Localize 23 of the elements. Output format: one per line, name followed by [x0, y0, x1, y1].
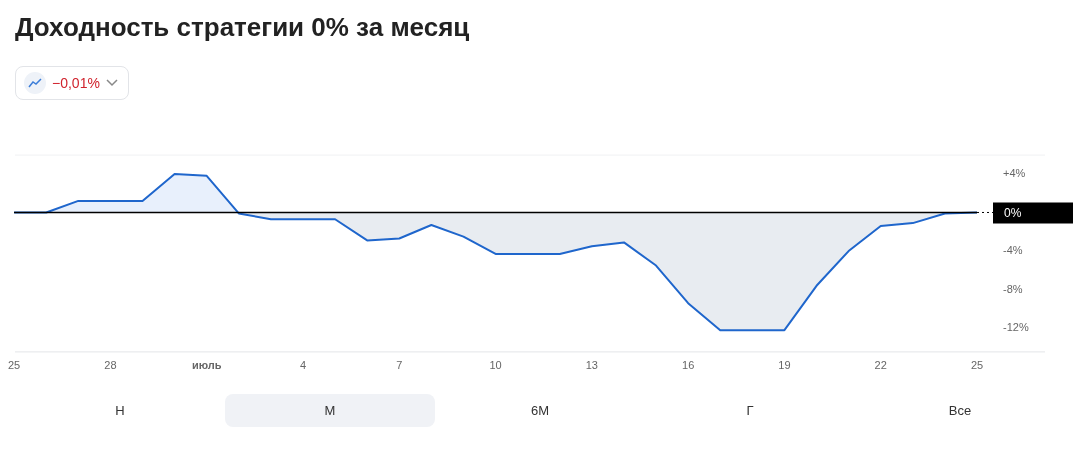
chart-title: Доходность стратегии 0% за месяц — [15, 12, 470, 43]
text: Н — [114, 402, 126, 420]
x-tick-label: 7 — [396, 359, 403, 372]
y-tick-label: -8% — [1003, 282, 1023, 295]
x-tick-label: 4 — [299, 359, 307, 372]
text: 6М — [529, 402, 551, 420]
y-tick-label: +4% — [1003, 166, 1026, 179]
x-tick-label: 28 — [104, 359, 117, 372]
x-tick-label: 16 — [682, 359, 695, 372]
text: М — [225, 394, 435, 427]
x-tick-label: 22 — [874, 359, 887, 372]
text: Г — [745, 402, 755, 420]
x-tick-label: 19 — [778, 359, 791, 372]
y-tick-label: -12% — [1003, 321, 1029, 334]
x-tick-label: 25 — [7, 359, 21, 372]
x-tick-label: 13 — [585, 359, 598, 372]
ref-line-label: 0% — [1004, 205, 1022, 220]
x-tick-label: 10 — [489, 359, 502, 372]
x-tick-label: июль — [191, 359, 222, 372]
y-tick-label: -4% — [1003, 244, 1023, 257]
x-tick-label: 25 — [970, 359, 984, 372]
text: −0,01% — [52, 75, 100, 91]
text: Все — [947, 402, 973, 420]
